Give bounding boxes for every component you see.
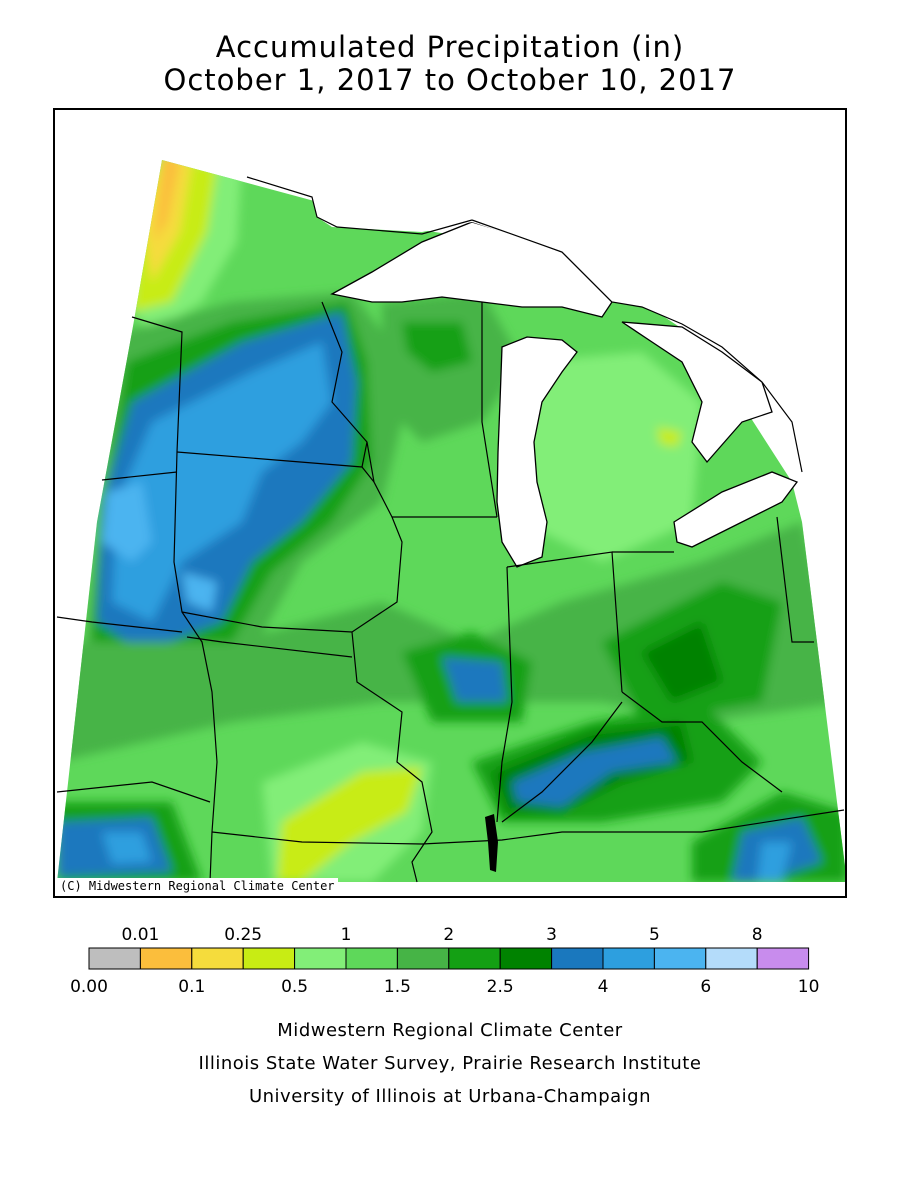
legend-bottom-label: 6 (700, 977, 711, 997)
color-legend: 0.01 0.25 1 2 3 5 8 0.00 0.1 0.5 1.5 2.5 4 6 10 (70, 925, 819, 997)
legend-swatch (499, 947, 553, 970)
legend-swatch (345, 947, 398, 970)
legend-top-label: 3 (546, 925, 557, 945)
legend-swatch (396, 947, 450, 970)
legend-swatch (242, 947, 296, 970)
legend-swatch (551, 947, 604, 970)
credit-uiuc: University of Illinois at Urbana-Champai… (248, 1086, 652, 1107)
legend-swatch (88, 947, 141, 970)
legend-swatch (705, 947, 758, 970)
legend-bottom-label: 4 (598, 977, 609, 997)
legend-bottom-label: 0.00 (70, 977, 108, 997)
legend-swatch (602, 947, 655, 970)
lake-superior (330, 221, 613, 318)
legend-bottom-label: 1.5 (384, 977, 411, 997)
lake-erie (673, 471, 799, 548)
legend-top-label: 8 (752, 925, 763, 945)
legend-top-label: 0.25 (224, 925, 262, 945)
map-date-range: October 1, 2017 to October 10, 2017 (163, 63, 737, 97)
map-title: Accumulated Precipitation (in) (215, 30, 685, 64)
legend-swatch (139, 947, 193, 970)
legend-bottom-label: 2.5 (487, 977, 514, 997)
legend-swatch (653, 947, 707, 970)
legend-bottom-labels: 0.00 0.1 0.5 1.5 2.5 4 6 10 (70, 977, 819, 997)
map-copyright: (C) Midwestern Regional Climate Center (57, 878, 338, 894)
legend-swatches (88, 947, 810, 970)
state-borders (56, 176, 845, 883)
legend-swatch (294, 947, 347, 970)
precipitation-map (53, 108, 847, 898)
legend-bottom-label: 10 (798, 977, 820, 997)
legend-bottom-label: 0.5 (281, 977, 308, 997)
great-lakes (330, 221, 799, 568)
lake-michigan (496, 336, 578, 568)
legend-swatch (191, 947, 244, 970)
legend-top-label: 2 (443, 925, 454, 945)
map-canvas (56, 110, 845, 883)
credit-isws: Illinois State Water Survey, Prairie Res… (198, 1053, 702, 1074)
legend-swatch (756, 947, 810, 970)
canada-mask (242, 110, 845, 472)
legend-bottom-label: 0.1 (178, 977, 205, 997)
lake-huron (621, 321, 773, 464)
legend-top-label: 1 (341, 925, 352, 945)
credit-mrcc: Midwestern Regional Climate Center (277, 1020, 623, 1041)
legend-swatch (448, 947, 501, 970)
legend-top-label: 5 (649, 925, 660, 945)
legend-top-labels: 0.01 0.25 1 2 3 5 8 (121, 925, 762, 945)
legend-top-label: 0.01 (121, 925, 159, 945)
river-features (485, 814, 498, 872)
